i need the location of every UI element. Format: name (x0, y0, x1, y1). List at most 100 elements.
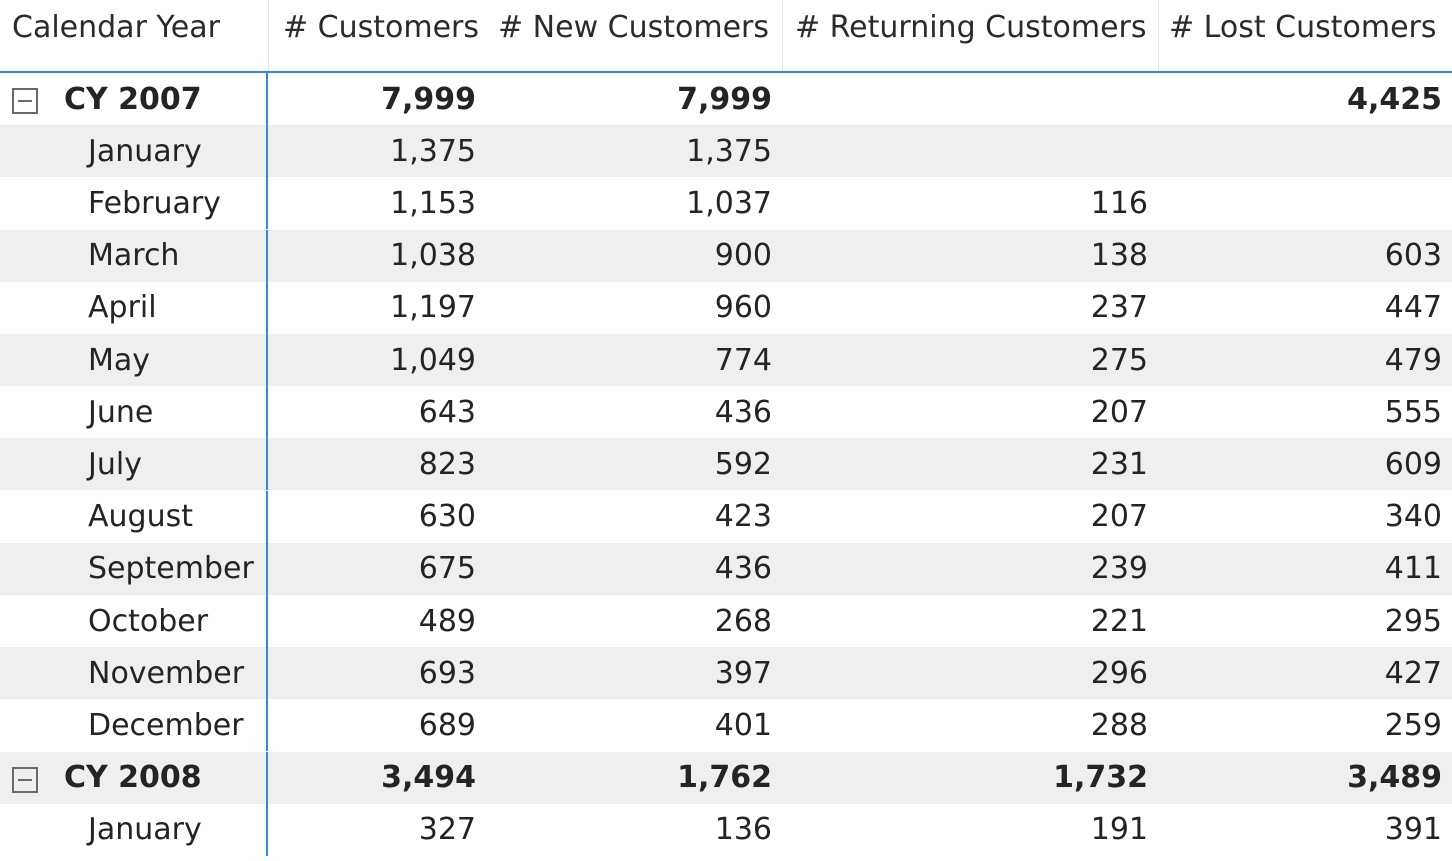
lost-customers-cell: 411 (1384, 551, 1442, 587)
row-label: March (88, 238, 180, 274)
year-row: CY 2007 7,999 7,999 4,425 (0, 73, 1452, 125)
new-customers-cell: 401 (714, 707, 772, 743)
month-row: April 1,197 960 237 447 (0, 281, 1452, 334)
month-row: February 1,153 1,037 116 (0, 177, 1452, 230)
lost-customers-cell: 447 (1384, 290, 1442, 326)
returning-customers-cell: 138 (1090, 238, 1148, 274)
row-label: July (88, 446, 142, 482)
customers-cell: 489 (418, 603, 476, 639)
row-label: May (88, 342, 151, 378)
row-label: CY 2008 (64, 760, 202, 796)
month-row: June 643 436 207 555 (0, 386, 1452, 439)
column-header-returning-customers[interactable]: # Returning Customers (782, 0, 1158, 71)
customers-cell: 3,494 (381, 760, 476, 796)
row-label: January (88, 812, 202, 848)
row-header-cell: March (0, 229, 268, 282)
month-row: August 630 423 207 340 (0, 490, 1452, 543)
row-header-cell: January (0, 803, 268, 856)
row-label: CY 2007 (64, 81, 202, 117)
row-header-cell: November (0, 647, 268, 700)
row-header-cell[interactable]: CY 2008 (0, 751, 268, 804)
collapse-icon[interactable] (12, 88, 38, 114)
lost-customers-cell: 295 (1384, 603, 1442, 639)
new-customers-cell: 592 (714, 446, 772, 482)
row-header-cell: February (0, 177, 268, 230)
returning-customers-cell: 239 (1090, 551, 1148, 587)
lost-customers-cell: 609 (1384, 446, 1442, 482)
returning-customers-cell (782, 125, 1158, 177)
lost-customers-cell (1158, 177, 1452, 229)
month-row: January 327 136 191 391 (0, 803, 1452, 856)
new-customers-cell: 1,037 (686, 185, 772, 221)
column-header-customers[interactable]: # Customers (268, 0, 482, 71)
returning-customers-cell: 275 (1090, 342, 1148, 378)
collapse-icon[interactable] (12, 766, 38, 793)
new-customers-cell: 1,762 (677, 760, 772, 796)
customers-cell: 675 (418, 551, 476, 587)
lost-customers-cell: 555 (1384, 394, 1442, 430)
lost-customers-cell: 3,489 (1347, 760, 1442, 796)
returning-customers-cell: 237 (1090, 290, 1148, 326)
customers-cell: 823 (418, 446, 476, 482)
lost-customers-cell: 340 (1384, 499, 1442, 535)
row-header-cell: December (0, 699, 268, 752)
row-header-cell[interactable]: CY 2007 (0, 73, 268, 125)
new-customers-cell: 397 (714, 655, 772, 691)
row-header-cell: July (0, 438, 268, 491)
new-customers-cell: 436 (714, 394, 772, 430)
row-label: September (88, 551, 254, 587)
customers-cell: 643 (418, 394, 476, 430)
lost-customers-cell: 391 (1384, 812, 1442, 848)
returning-customers-cell: 191 (1090, 812, 1148, 848)
row-header-cell: October (0, 595, 268, 647)
customers-cell: 1,153 (390, 185, 476, 221)
customers-cell: 1,049 (390, 342, 476, 378)
lost-customers-cell: 479 (1384, 342, 1442, 378)
lost-customers-cell: 427 (1384, 655, 1442, 691)
customers-cell: 1,197 (390, 290, 476, 326)
returning-customers-cell: 221 (1090, 603, 1148, 639)
column-header-new-customers[interactable]: # New Customers (498, 10, 769, 45)
row-label: November (88, 655, 245, 691)
new-customers-cell: 900 (714, 238, 772, 274)
column-header-calendar-year[interactable]: Calendar Year (12, 10, 220, 45)
month-row: May 1,049 774 275 479 (0, 334, 1452, 386)
new-customers-cell: 268 (714, 603, 772, 639)
row-header-cell: April (0, 281, 268, 334)
customers-cell: 689 (418, 707, 476, 743)
returning-customers-cell: 288 (1090, 707, 1148, 743)
row-label: April (88, 290, 157, 326)
row-label: January (88, 133, 202, 169)
row-header-cell: June (0, 386, 268, 439)
lost-customers-cell: 4,425 (1347, 81, 1442, 117)
returning-customers-cell: 207 (1090, 394, 1148, 430)
customers-cell: 630 (418, 499, 476, 535)
row-header-cell: May (0, 334, 268, 386)
returning-customers-cell: 296 (1090, 655, 1148, 691)
new-customers-cell: 774 (714, 342, 772, 378)
lost-customers-cell: 259 (1384, 707, 1442, 743)
customers-cell: 1,038 (390, 238, 476, 274)
year-row: CY 2008 3,494 1,762 1,732 3,489 (0, 751, 1452, 804)
row-label: October (88, 603, 209, 639)
month-row: November 693 397 296 427 (0, 647, 1452, 700)
row-label: August (88, 499, 193, 535)
lost-customers-cell: 603 (1384, 238, 1442, 274)
new-customers-cell: 1,375 (686, 133, 772, 169)
column-header-lost-customers[interactable]: # Lost Customers (1158, 0, 1452, 71)
month-row: January 1,375 1,375 (0, 125, 1452, 178)
returning-customers-cell: 116 (1090, 185, 1148, 221)
month-row: July 823 592 231 609 (0, 438, 1452, 491)
row-label: June (88, 394, 154, 430)
month-row: September 675 436 239 411 (0, 542, 1452, 595)
customers-cell: 693 (418, 655, 476, 691)
customers-cell: 1,375 (390, 133, 476, 169)
returning-customers-cell: 207 (1090, 499, 1148, 535)
month-row: October 489 268 221 295 (0, 595, 1452, 647)
row-label: February (88, 185, 221, 221)
new-customers-cell: 960 (714, 290, 772, 326)
returning-customers-cell (782, 73, 1158, 125)
customers-cell: 7,999 (381, 81, 476, 117)
row-header-cell: September (0, 542, 268, 595)
